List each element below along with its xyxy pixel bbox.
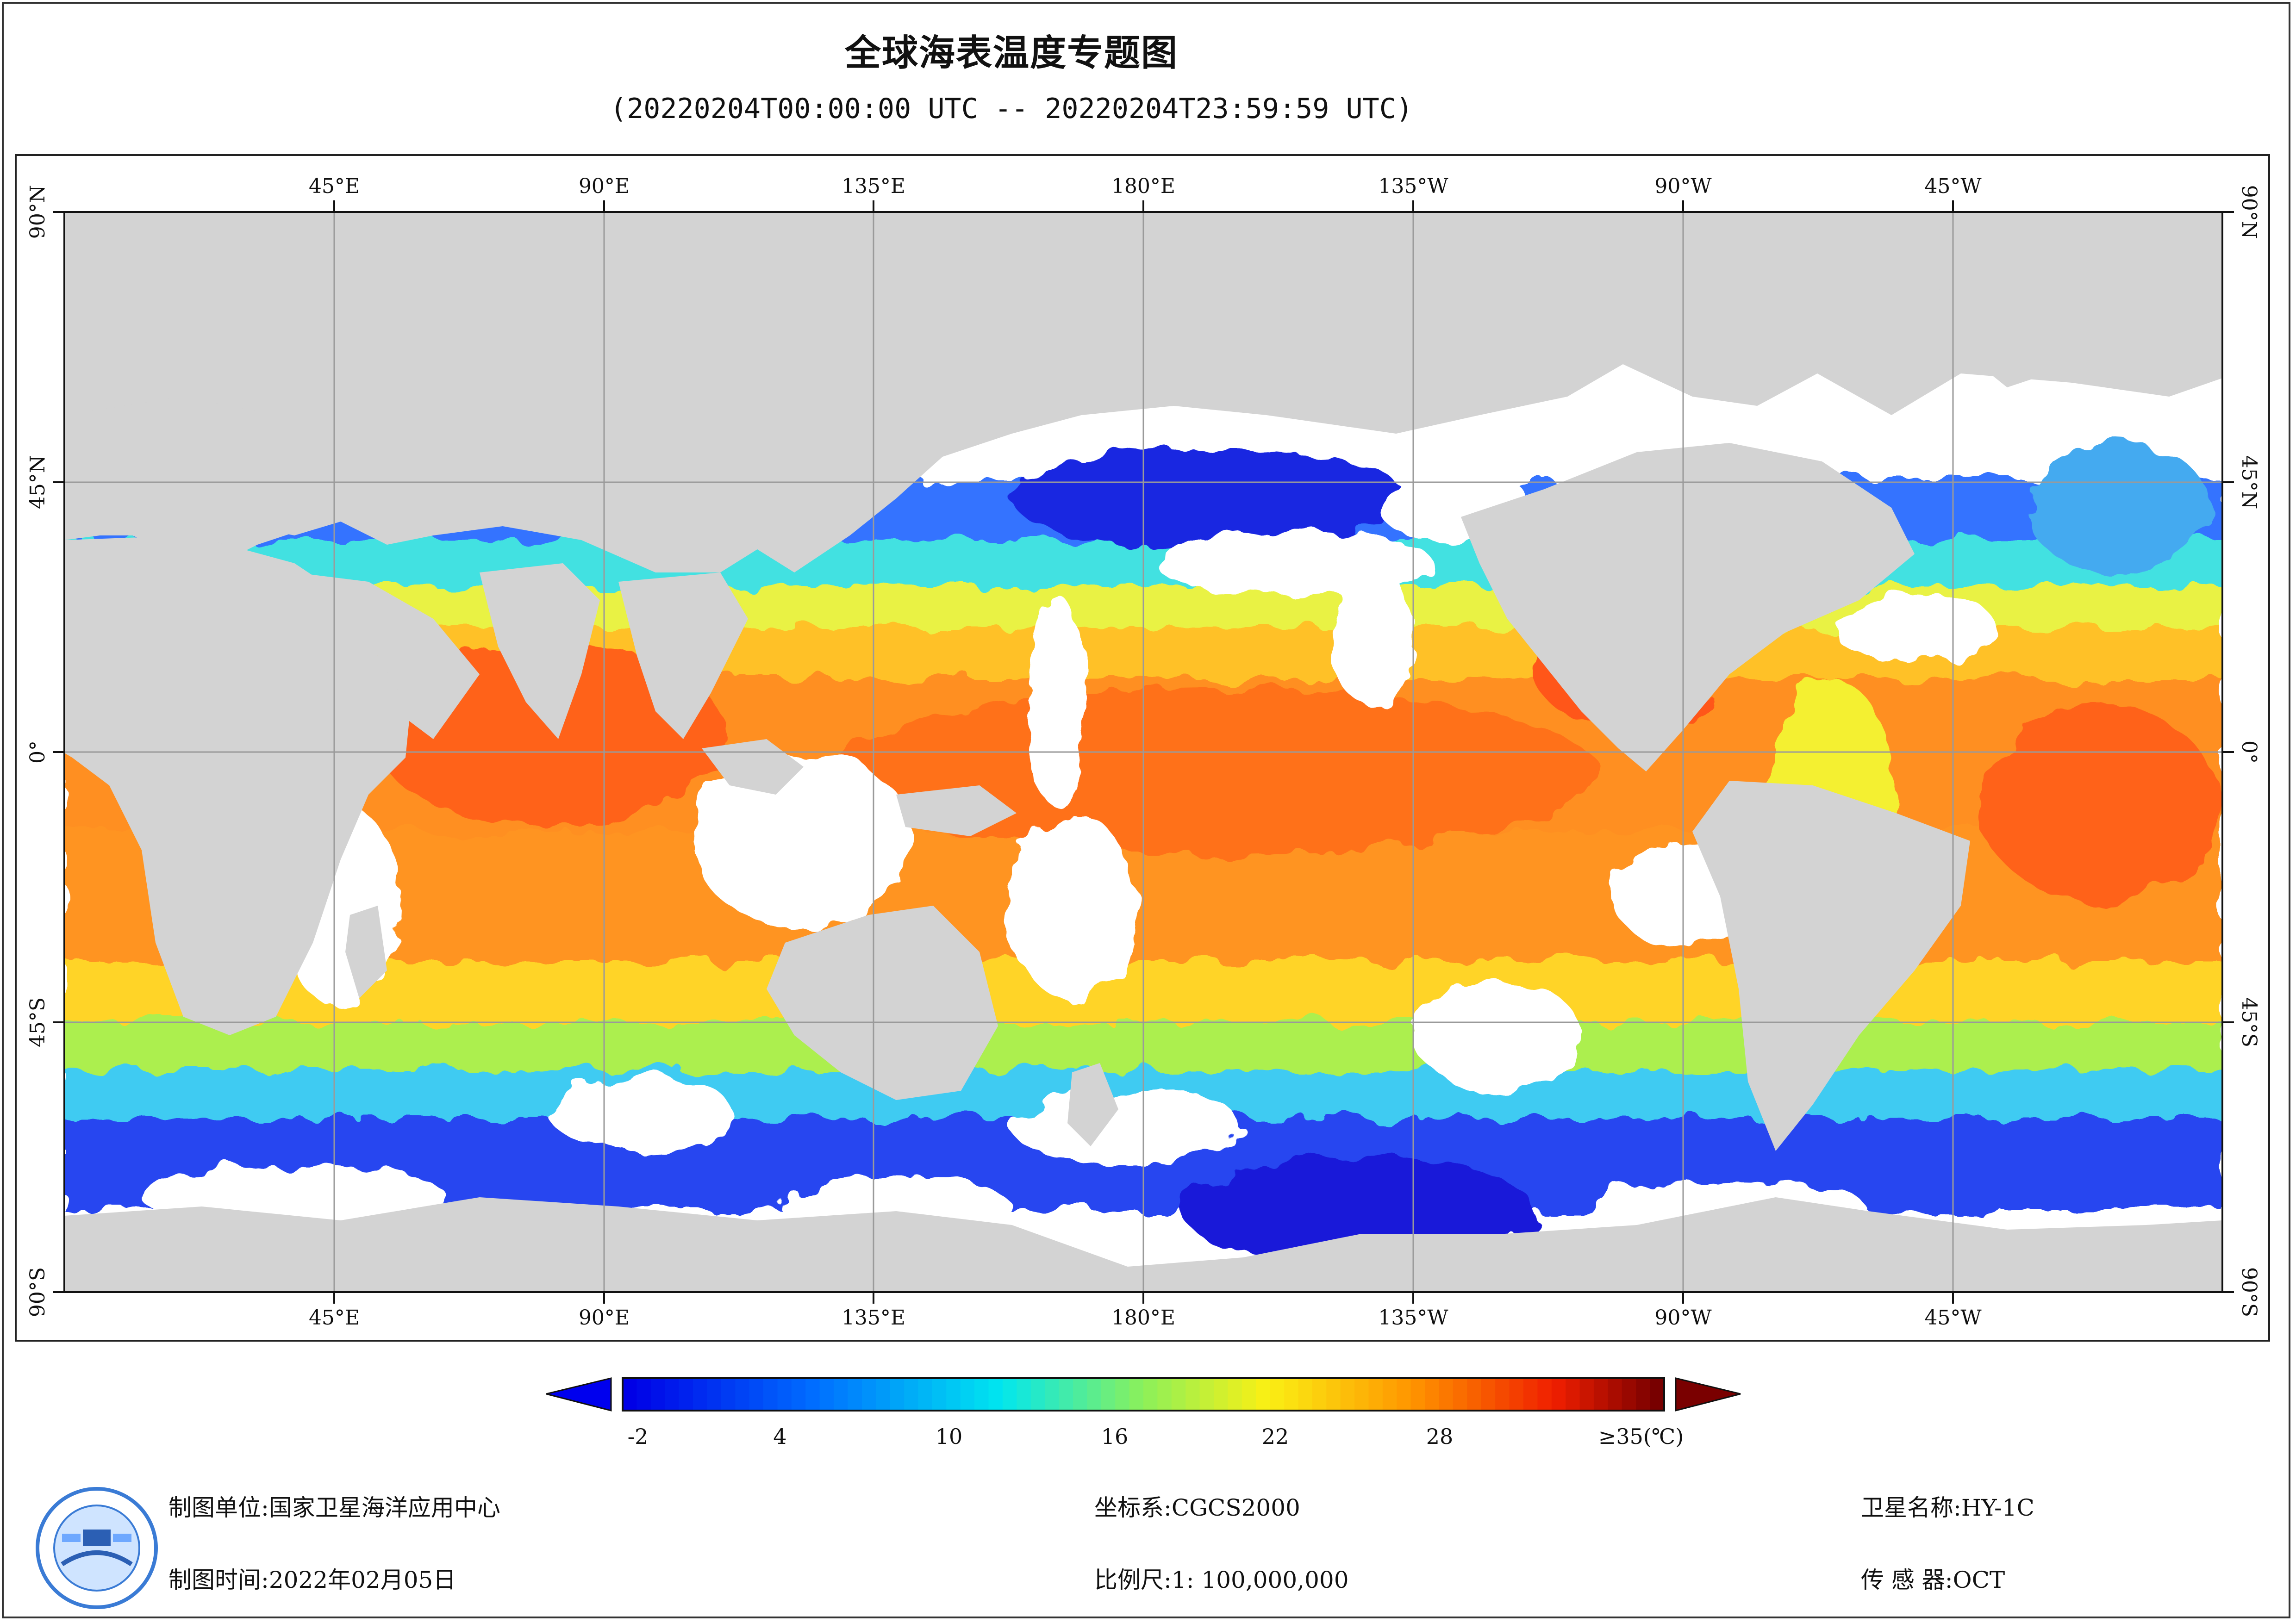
lat-label: 90°S bbox=[2237, 1267, 2261, 1317]
satellite-label: 卫星名称: bbox=[1861, 1494, 1961, 1521]
lon-label: 135°E bbox=[842, 1306, 905, 1330]
right-latitude-labels: 90°N 45°N 0° 45°S 90°S bbox=[2237, 185, 2261, 1317]
producer-value: 国家卫星海洋应用中心 bbox=[268, 1494, 500, 1521]
time-range-subtitle: (20220204T00:00:00 UTC -- 20220204T23:59… bbox=[610, 93, 1413, 125]
satellite-value: HY-1C bbox=[1961, 1494, 2034, 1521]
lat-label: 45°N bbox=[26, 455, 50, 510]
crs-field: 坐标系:CGCS2000 bbox=[1094, 1489, 1300, 1523]
nsoas-emblem-icon bbox=[34, 1486, 159, 1611]
left-latitude-labels: 90°N 45°N 0° 45°S 90°S bbox=[26, 185, 50, 1317]
production-date-field: 制图时间:2022年02月05日 bbox=[168, 1561, 456, 1595]
satellite-field: 卫星名称:HY-1C bbox=[1861, 1489, 2034, 1523]
lon-label: 180°E bbox=[1111, 1306, 1175, 1330]
lat-label: 90°S bbox=[26, 1267, 50, 1317]
production-date-label: 制图时间: bbox=[168, 1567, 269, 1593]
lon-label: 45°W bbox=[1924, 1306, 1982, 1330]
sst-map: 45°E 90°E 135°E 180°E 135°W 90°W 45°W 45… bbox=[26, 174, 2261, 1330]
lat-label: 0° bbox=[26, 740, 50, 764]
scale-value: 1: 100,000,000 bbox=[1171, 1567, 1349, 1593]
lat-label: 90°N bbox=[2237, 185, 2261, 239]
map-frame: 45°E 90°E 135°E 180°E 135°W 90°W 45°W 45… bbox=[15, 154, 2270, 1342]
tick-marks bbox=[53, 200, 2234, 1304]
scale-label: 比例尺: bbox=[1094, 1567, 1172, 1593]
producer-label: 制图单位: bbox=[168, 1494, 269, 1521]
lon-label: 90°W bbox=[1654, 174, 1712, 198]
crs-value: CGCS2000 bbox=[1171, 1494, 1300, 1521]
bottom-longitude-labels: 45°E 90°E 135°E 180°E 135°W 90°W 45°W bbox=[309, 1306, 1982, 1330]
graticule bbox=[64, 212, 2222, 1292]
lon-label: 180°E bbox=[1111, 174, 1175, 198]
lon-label: 135°E bbox=[842, 174, 905, 198]
lat-label: 45°S bbox=[26, 997, 50, 1047]
map-title: 全球海表温度专题图 bbox=[844, 32, 1178, 74]
lat-label: 0° bbox=[2237, 740, 2261, 764]
lon-label: 135°W bbox=[1378, 174, 1448, 198]
lon-label: 45°W bbox=[1924, 174, 1982, 198]
producer-field: 制图单位:国家卫星海洋应用中心 bbox=[168, 1489, 500, 1523]
production-date-value: 2022年02月05日 bbox=[268, 1567, 456, 1593]
lon-label: 90°E bbox=[579, 174, 630, 198]
lat-label: 45°S bbox=[2237, 997, 2261, 1047]
lon-label: 45°E bbox=[309, 1306, 360, 1330]
sensor-field: 传 感 器:OCT bbox=[1861, 1561, 2005, 1595]
crs-label: 坐标系: bbox=[1094, 1494, 1172, 1521]
top-longitude-labels: 45°E 90°E 135°E 180°E 135°W 90°W 45°W bbox=[309, 174, 1982, 198]
lon-label: 90°E bbox=[579, 1306, 630, 1330]
sensor-value: OCT bbox=[1953, 1567, 2005, 1593]
lat-label: 45°N bbox=[2237, 455, 2261, 510]
lon-label: 135°W bbox=[1378, 1306, 1448, 1330]
scale-field: 比例尺:1: 100,000,000 bbox=[1094, 1561, 1349, 1595]
lon-label: 45°E bbox=[309, 174, 360, 198]
sensor-label: 传 感 器: bbox=[1861, 1567, 1953, 1593]
lon-label: 90°W bbox=[1654, 1306, 1712, 1330]
lat-label: 90°N bbox=[26, 185, 50, 239]
